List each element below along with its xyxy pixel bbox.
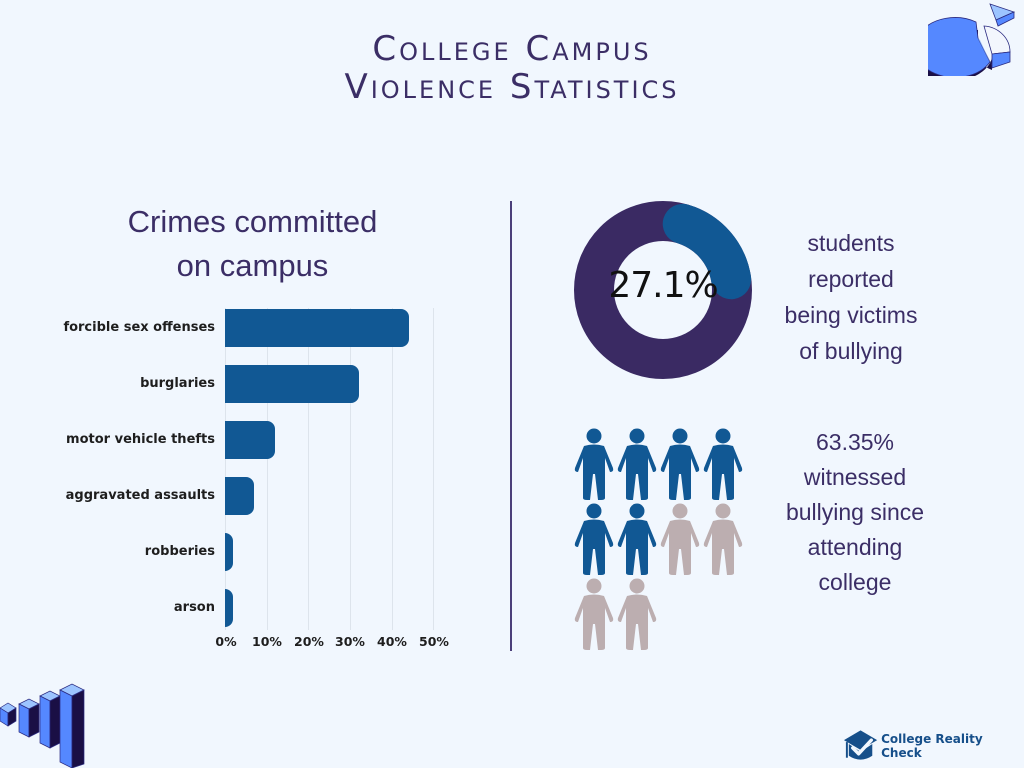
caption-line: reported [808, 266, 894, 292]
person-icon [701, 428, 745, 500]
bar-label: aggravated assaults [65, 488, 215, 503]
person-icon [572, 503, 616, 575]
page-title-line-2: Violence Statistics [344, 67, 680, 107]
gridline [225, 308, 226, 630]
bar-label: forcible sex offenses [63, 320, 215, 335]
bar [225, 365, 359, 403]
gridline [350, 308, 351, 630]
bar-row: motor vehicle thefts [0, 421, 480, 459]
bar-row: burglaries [0, 365, 480, 403]
bar-row: forcible sex offenses [0, 309, 480, 347]
x-tick: 10% [252, 634, 282, 649]
person-icon [615, 428, 659, 500]
person-icon [572, 578, 616, 650]
bar-label: burglaries [140, 376, 215, 391]
bar-row: robberies [0, 533, 480, 571]
chart-title-line-1: Crimes committed [127, 204, 378, 239]
bar-label: robberies [144, 544, 215, 559]
bar [225, 477, 255, 515]
bar-chart: forcible sex offenses burglaries motor v… [0, 300, 480, 660]
person-icon [658, 428, 702, 500]
donut-chart [574, 201, 752, 379]
gridline [267, 308, 268, 630]
caption-line: bullying since [785, 499, 925, 525]
x-tick: 30% [335, 634, 365, 649]
bar [225, 589, 234, 627]
bar-row: aggravated assaults [0, 477, 480, 515]
caption-line: being victims [784, 302, 918, 328]
3d-pie-chart-icon [928, 3, 1016, 76]
page-title-line-1: College Campus [372, 29, 652, 69]
caption-line: attending [807, 534, 903, 560]
caption-line: witnessed [803, 464, 907, 490]
person-icon [572, 428, 616, 500]
brand-logo: College Reality Check [842, 728, 1024, 764]
bar-label: arson [173, 600, 215, 615]
gridline [433, 308, 434, 630]
bar [225, 309, 409, 347]
bar-row: arson [0, 589, 480, 627]
gridline [392, 308, 393, 630]
page-title: College Campus Violence Statistics [0, 30, 1024, 106]
gridline [308, 308, 309, 630]
x-tick: 0% [215, 634, 237, 649]
witnessed-bullying-caption: 63.35% witnessed bullying since attendin… [770, 425, 940, 600]
bar-label: motor vehicle thefts [66, 432, 215, 447]
donut-arc [574, 201, 752, 379]
caption-line: college [818, 569, 892, 595]
people-pictogram [572, 428, 752, 653]
person-icon [615, 578, 659, 650]
chart-title: Crimes committed on campus [90, 200, 415, 288]
x-tick: 20% [294, 634, 324, 649]
bar [225, 421, 276, 459]
graduation-cap-check-icon [843, 730, 878, 760]
caption-line: students [807, 230, 895, 256]
person-icon [615, 503, 659, 575]
vertical-divider [510, 201, 512, 651]
bullying-victims-caption: students reported being victims of bully… [760, 225, 942, 369]
x-tick: 50% [419, 634, 449, 649]
caption-line: 63.35% [815, 429, 894, 455]
caption-line: of bullying [799, 338, 903, 364]
donut-value: 27.1% [608, 265, 718, 306]
person-icon [658, 503, 702, 575]
brand-name: College Reality Check [881, 732, 983, 760]
bar [225, 533, 234, 571]
chart-title-line-2: on campus [176, 248, 329, 283]
x-tick: 40% [377, 634, 407, 649]
person-icon [701, 503, 745, 575]
3d-bar-chart-icon [0, 683, 85, 768]
